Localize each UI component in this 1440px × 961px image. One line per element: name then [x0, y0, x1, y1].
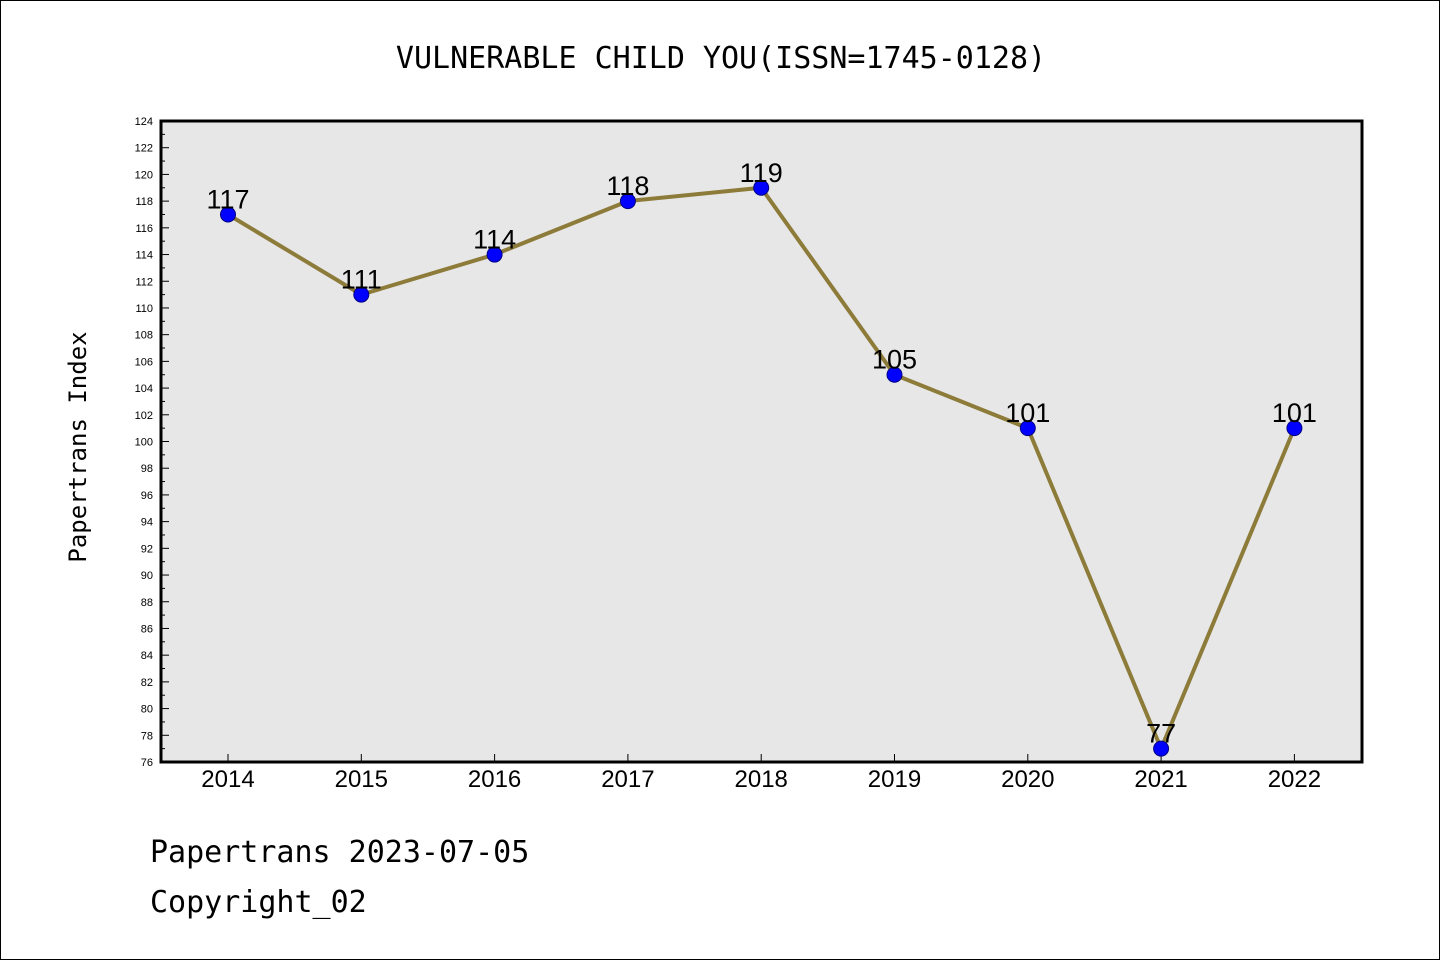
- x-tick-label: 2019: [868, 766, 921, 793]
- y-tick-label: 110: [135, 303, 153, 315]
- data-point: [886, 366, 903, 383]
- data-point: [1019, 420, 1036, 437]
- y-tick-label: 76: [141, 757, 153, 769]
- data-label: 118: [606, 171, 649, 201]
- y-tick-label: 124: [135, 116, 153, 128]
- x-axis: 2014 2015 2016 2017 2018 2019 2020 2021 2022: [201, 754, 1321, 793]
- y-tick-label: 82: [141, 677, 153, 689]
- data-label: 101: [1005, 398, 1050, 428]
- data-labels: 117 111 114 118 119 105 101 77 101: [206, 158, 1316, 749]
- x-tick-label: 2016: [468, 766, 521, 793]
- data-point: [1286, 420, 1303, 437]
- y-tick-label: 118: [135, 196, 153, 208]
- y-tick-label: 78: [141, 730, 153, 742]
- y-tick-label: 84: [141, 650, 153, 662]
- y-tick-label: 94: [141, 517, 153, 529]
- footer-copyright: Copyright_02: [150, 885, 367, 920]
- data-label: 101: [1272, 398, 1317, 428]
- y-tick-label: 100: [135, 437, 153, 449]
- y-tick-label: 122: [135, 143, 153, 155]
- y-tick-label: 90: [141, 570, 153, 582]
- data-label: 119: [740, 158, 783, 188]
- y-tick-label: 114: [135, 250, 153, 262]
- data-label: 105: [872, 345, 917, 375]
- data-point: [753, 179, 770, 196]
- data-label: 77: [1146, 719, 1176, 749]
- data-point: [220, 206, 236, 223]
- x-tick-label: 2014: [201, 766, 254, 793]
- data-points: [220, 179, 1303, 757]
- data-label: 114: [473, 225, 516, 255]
- y-tick-label: 104: [135, 383, 153, 395]
- chart-title: VULNERABLE CHILD YOU(ISSN=1745-0128): [396, 41, 1046, 76]
- y-tick-label: 86: [141, 623, 153, 635]
- y-tick-label: 80: [141, 704, 153, 716]
- y-tick-label: 96: [141, 490, 153, 502]
- y-tick-label: 102: [135, 410, 153, 422]
- y-axis: 76 78 80 82 84 86 88 90 92 94 96 98 100 102 104 106 108 1…: [135, 116, 169, 769]
- x-tick-label: 2017: [601, 766, 654, 793]
- y-tick-label: 98: [141, 463, 153, 475]
- data-point: [353, 286, 370, 303]
- y-tick-label: 92: [141, 543, 153, 555]
- y-tick-label: 88: [141, 597, 153, 609]
- y-tick-label: 108: [135, 330, 153, 342]
- x-tick-label: 2018: [735, 766, 788, 793]
- y-tick-label: 120: [135, 169, 153, 181]
- data-point: [486, 246, 503, 263]
- x-tick-label: 2020: [1001, 766, 1054, 793]
- x-tick-label: 2015: [335, 766, 388, 793]
- y-axis-label: Papertrans Index: [64, 331, 92, 562]
- data-label: 117: [206, 184, 249, 214]
- y-tick-label: 106: [135, 356, 153, 368]
- y-tick-label: 112: [135, 276, 153, 288]
- data-point: [619, 193, 636, 210]
- x-tick-label: 2022: [1268, 766, 1321, 793]
- data-point: [1153, 740, 1170, 757]
- plot-area: [159, 119, 1364, 764]
- x-tick-label: 2021: [1134, 766, 1187, 793]
- data-label: 111: [341, 265, 382, 295]
- y-tick-label: 116: [135, 223, 153, 235]
- footer-date: Papertrans 2023-07-05: [150, 835, 530, 870]
